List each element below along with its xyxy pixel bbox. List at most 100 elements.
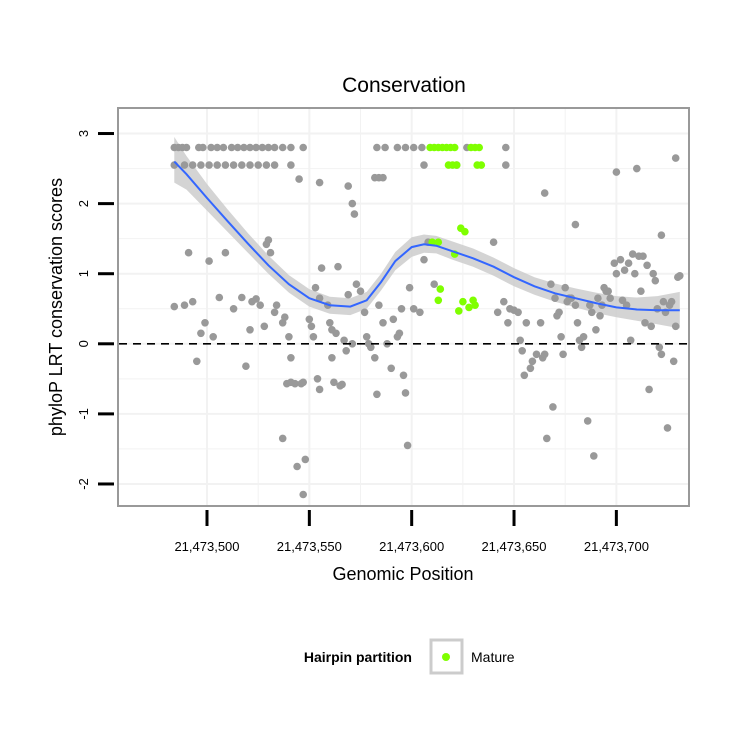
point-other: [663, 424, 672, 432]
point-other: [293, 462, 301, 471]
point-other: [281, 313, 289, 322]
point-other: [536, 319, 545, 327]
point-other: [199, 143, 207, 152]
point-other: [528, 357, 537, 366]
point-other: [401, 143, 410, 152]
point-other: [373, 390, 381, 399]
point-other: [489, 238, 498, 246]
point-other: [309, 333, 318, 341]
point-other: [671, 322, 680, 331]
point-other: [430, 280, 439, 289]
point-other: [221, 161, 230, 169]
point-other: [188, 297, 197, 306]
point-other: [207, 143, 215, 152]
point-other: [221, 248, 230, 257]
point-other: [559, 350, 567, 359]
points-layer: [170, 143, 684, 499]
point-other: [645, 385, 653, 394]
point-mature: [471, 301, 479, 310]
point-other: [502, 143, 510, 152]
point-other: [344, 290, 353, 299]
point-other: [373, 143, 381, 152]
point-other: [260, 322, 269, 331]
point-other: [360, 308, 369, 317]
point-other: [555, 308, 563, 317]
point-other: [420, 161, 428, 169]
point-other: [270, 161, 279, 169]
point-other: [246, 161, 254, 169]
point-other: [350, 210, 359, 218]
point-other: [588, 308, 596, 317]
chart-title: Conservation: [342, 74, 466, 97]
point-other: [610, 259, 619, 268]
point-other: [326, 319, 334, 327]
point-other: [631, 269, 639, 278]
point-other: [238, 293, 246, 302]
y-tick-label: 1: [76, 270, 91, 277]
point-other: [594, 294, 602, 303]
point-other: [399, 371, 408, 380]
point-other: [238, 161, 246, 169]
point-other: [379, 319, 387, 327]
legend: Hairpin partition Mature: [304, 638, 515, 675]
point-other: [628, 250, 637, 258]
y-tick-label: -1: [76, 408, 91, 420]
legend-label-mature: Mature: [471, 649, 515, 665]
point-other: [240, 143, 248, 152]
point-other: [229, 305, 238, 313]
point-other: [520, 371, 529, 380]
point-other: [557, 333, 565, 341]
point-other: [676, 272, 684, 280]
point-other: [258, 143, 267, 152]
point-other: [397, 305, 406, 313]
point-other: [270, 143, 279, 152]
point-other: [246, 143, 254, 152]
point-other: [272, 301, 281, 310]
point-other: [583, 417, 592, 425]
point-other: [651, 276, 660, 285]
point-other: [307, 322, 316, 331]
point-other: [633, 164, 641, 173]
point-other: [624, 259, 633, 268]
point-other: [229, 161, 238, 169]
point-mature: [436, 285, 445, 293]
point-other: [551, 294, 559, 303]
point-other: [213, 143, 221, 152]
point-other: [227, 143, 236, 152]
point-other: [371, 354, 379, 362]
x-tick-label: 21,473,700: [584, 539, 649, 554]
point-other: [330, 378, 338, 387]
point-other: [590, 452, 598, 460]
point-other: [516, 336, 524, 345]
point-mature: [434, 238, 443, 246]
point-other: [299, 378, 308, 387]
point-other: [500, 297, 508, 306]
point-other: [375, 301, 383, 310]
point-other: [405, 283, 414, 292]
point-other: [626, 336, 635, 345]
point-other: [612, 168, 621, 176]
point-other: [586, 301, 594, 310]
point-other: [340, 336, 348, 345]
point-other: [332, 329, 340, 338]
point-other: [532, 350, 541, 359]
point-other: [379, 173, 387, 182]
point-other: [254, 161, 262, 169]
point-other: [305, 315, 314, 324]
point-other: [262, 161, 271, 169]
point-other: [620, 266, 629, 275]
point-other: [504, 319, 512, 327]
point-other: [493, 308, 502, 317]
point-other: [657, 350, 666, 359]
point-other: [659, 297, 668, 306]
point-other: [540, 189, 549, 197]
point-other: [403, 441, 412, 450]
point-other: [543, 434, 551, 443]
point-other: [577, 343, 586, 352]
point-other: [180, 161, 189, 169]
y-axis-title: phyloP LRT conservation scores: [46, 178, 66, 436]
point-other: [643, 261, 651, 270]
point-other: [213, 161, 221, 169]
point-other: [278, 143, 287, 152]
